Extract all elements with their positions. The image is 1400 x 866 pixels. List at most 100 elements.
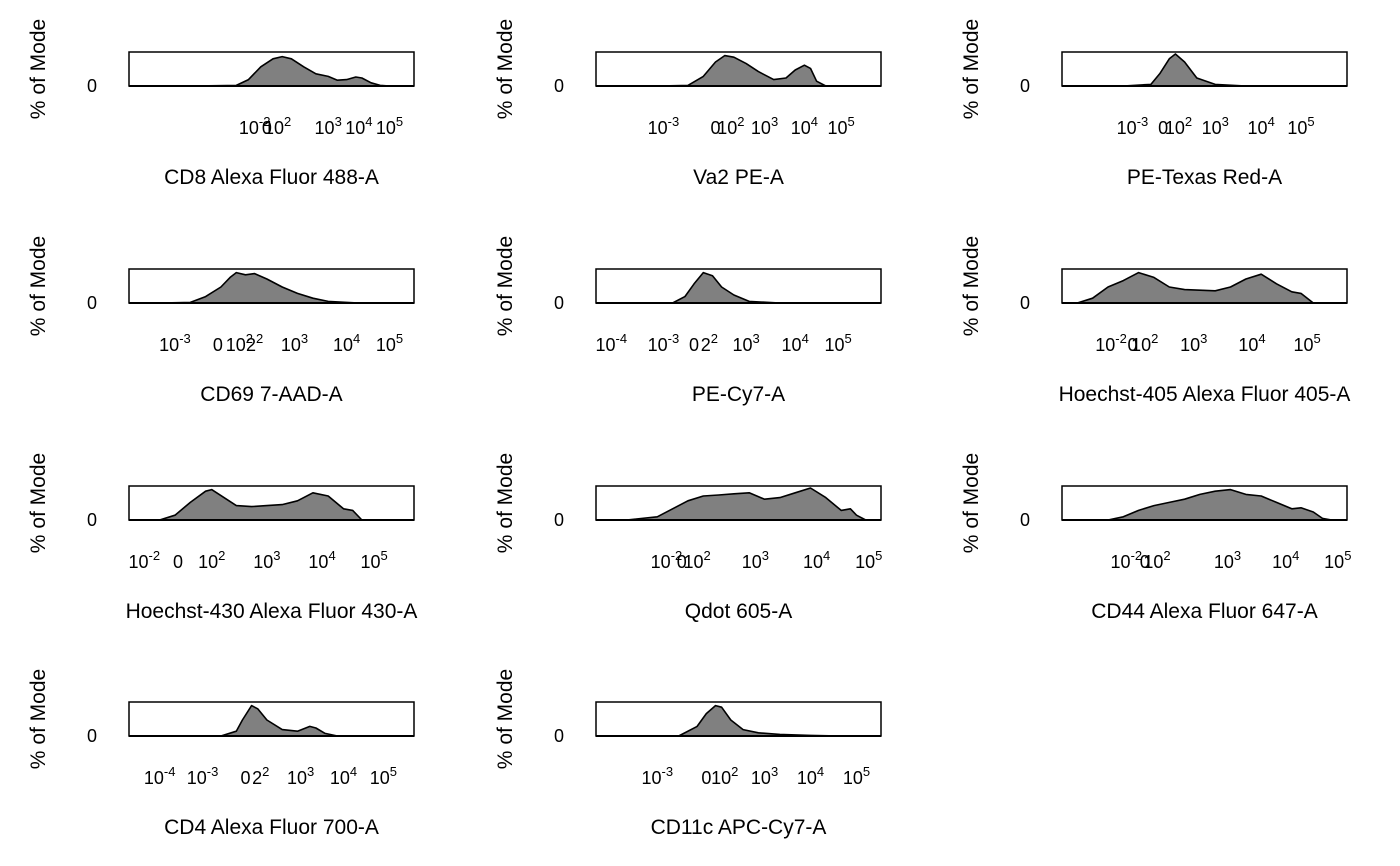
y-axis-label: % of Mode	[27, 453, 50, 553]
density-area	[625, 487, 867, 521]
x-tick-label: 105	[824, 331, 851, 355]
x-tick-label: 103	[1202, 114, 1229, 138]
density-area	[158, 271, 360, 304]
density-area	[220, 704, 339, 737]
x-tick-label: 105	[376, 114, 403, 138]
density-area	[677, 704, 842, 737]
x-tick-label: 102	[198, 548, 225, 572]
x-tick-label: 102	[1143, 548, 1170, 572]
x-tick-label: 104	[308, 548, 335, 572]
x-tick-label: 104	[791, 114, 818, 138]
x-tick-label: 0	[701, 768, 711, 788]
x-tick-label: 105	[370, 764, 397, 788]
y-tick-label: 0	[87, 293, 97, 313]
x-axis-label: Qdot 605-A	[685, 600, 792, 623]
x-tick-label: 10-3	[641, 764, 673, 788]
y-tick-label: 0	[554, 76, 564, 96]
density-area	[1107, 488, 1333, 521]
x-tick-label: 105	[1287, 114, 1314, 138]
x-tick-label: 104	[330, 764, 357, 788]
y-tick-label: 0	[1020, 293, 1030, 313]
x-tick-label: 102	[1165, 114, 1192, 138]
x-axis-label: PE-Texas Red-A	[1127, 166, 1282, 189]
x-tick-label: 10-3	[159, 331, 191, 355]
x-tick-label: 105	[1294, 331, 1321, 355]
x-tick-label: 0	[262, 118, 272, 138]
x-tick-label: 103	[733, 331, 760, 355]
y-tick-label: 0	[554, 726, 564, 746]
y-tick-label: 0	[87, 726, 97, 746]
x-tick-label: 105	[843, 764, 870, 788]
density-area	[189, 55, 391, 87]
y-axis-label: % of Mode	[960, 453, 983, 553]
x-tick-label: 104	[345, 114, 372, 138]
x-tick-label: 103	[1214, 548, 1241, 572]
y-axis-label: % of Mode	[960, 236, 983, 336]
y-axis-label: % of Mode	[960, 19, 983, 119]
x-axis-label: Hoechst-430 Alexa Fluor 430-A	[126, 600, 418, 623]
x-tick-label: 104	[1272, 548, 1299, 572]
x-tick-label: 103	[1180, 331, 1207, 355]
x-tick-label: 10-3	[648, 114, 680, 138]
x-axis-label: CD69 7-AAD-A	[200, 383, 342, 406]
x-axis-label: CD44 Alexa Fluor 647-A	[1091, 600, 1317, 623]
x-tick-label: 10-2	[1111, 548, 1143, 572]
x-tick-label: 0	[1140, 552, 1150, 572]
x-tick-label: 0	[1158, 118, 1168, 138]
x-tick-label: 104	[797, 764, 824, 788]
x-tick-label: 22	[246, 331, 263, 355]
x-tick-label: 102	[264, 114, 291, 138]
y-axis-label: % of Mode	[494, 453, 517, 553]
x-tick-label: 22	[252, 764, 269, 788]
x-tick-label: 10-4	[596, 331, 628, 355]
x-tick-label: 0	[240, 768, 250, 788]
x-tick-label: 22	[701, 331, 718, 355]
x-tick-label: 0	[711, 118, 721, 138]
density-area	[1122, 53, 1247, 87]
density-area	[656, 54, 827, 87]
x-tick-label: 103	[751, 114, 778, 138]
y-tick-label: 0	[1020, 76, 1030, 96]
x-tick-label: 103	[253, 548, 280, 572]
x-tick-label: 104	[782, 331, 809, 355]
x-tick-label: 0	[173, 552, 183, 572]
y-axis-label: % of Mode	[494, 669, 517, 769]
x-axis-label: Hoechst-405 Alexa Fluor 405-A	[1059, 383, 1351, 406]
x-tick-label: 102	[683, 548, 710, 572]
x-tick-label: 104	[803, 548, 830, 572]
x-tick-label: 102	[717, 114, 744, 138]
x-tick-label: 10-2	[129, 548, 161, 572]
y-axis-label: % of Mode	[27, 236, 50, 336]
x-tick-label: 104	[1248, 114, 1275, 138]
density-area	[1076, 271, 1315, 304]
x-tick-label: 102	[711, 764, 738, 788]
y-axis-label: % of Mode	[27, 669, 50, 769]
x-tick-label: 103	[751, 764, 778, 788]
x-tick-label: 104	[1238, 331, 1265, 355]
x-tick-label: 105	[828, 114, 855, 138]
x-tick-label: 10-3	[648, 331, 680, 355]
x-tick-label: 103	[742, 548, 769, 572]
x-axis-label: Va2 PE-A	[693, 166, 784, 189]
density-area	[158, 488, 363, 521]
x-tick-label: 105	[376, 331, 403, 355]
y-axis-label: % of Mode	[494, 19, 517, 119]
y-tick-label: 0	[1020, 510, 1030, 530]
y-axis-label: % of Mode	[494, 236, 517, 336]
y-tick-label: 0	[554, 293, 564, 313]
x-tick-label: 102	[1131, 331, 1158, 355]
y-axis-label: % of Mode	[27, 19, 50, 119]
density-area	[671, 271, 781, 304]
x-tick-label: 103	[287, 764, 314, 788]
x-tick-label: 10-4	[144, 764, 176, 788]
